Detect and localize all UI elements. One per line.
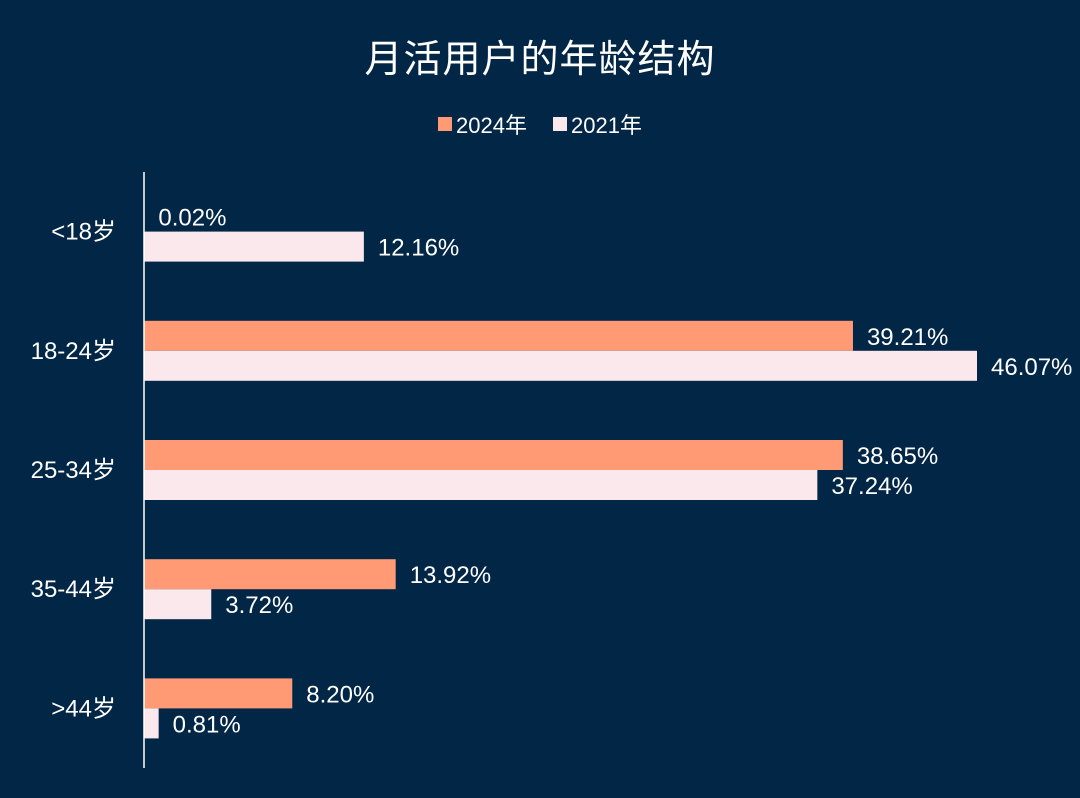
legend-swatch-2024: [438, 117, 453, 131]
bar-2021年->44岁: [144, 708, 159, 739]
category-label: >44岁: [51, 695, 116, 722]
chart-title: 月活用户的年龄结构: [364, 37, 716, 81]
legend-item-2021: 2021年: [553, 108, 642, 140]
legend-label-2024: 2024年: [456, 113, 527, 138]
data-label: 37.24%: [831, 473, 912, 500]
category-label: <18岁: [51, 219, 116, 246]
bar-2021年-<18岁: [144, 231, 364, 262]
data-label: 3.72%: [225, 592, 293, 619]
data-label: 0.02%: [158, 205, 226, 232]
category-label: 18-24岁: [31, 338, 116, 365]
bar-2021年-18-24岁: [144, 350, 977, 381]
data-label: 39.21%: [867, 324, 948, 351]
data-label: 38.65%: [857, 443, 938, 470]
bar-2024年-35-44岁: [144, 559, 396, 590]
data-label: 13.92%: [410, 562, 491, 589]
legend-item-2024: 2024年: [438, 108, 527, 140]
bar-2021年-35-44岁: [144, 589, 212, 620]
category-label: 35-44岁: [31, 576, 116, 603]
data-label: 0.81%: [173, 711, 241, 738]
category-label: 25-34岁: [31, 457, 116, 484]
bar-2024年-25-34岁: [144, 440, 843, 470]
bar-2024年-18-24岁: [144, 320, 853, 351]
legend-label-2021: 2021年: [571, 113, 642, 138]
legend: 2024年 2021年: [0, 108, 1080, 140]
data-label: 8.20%: [306, 681, 374, 708]
bar-2024年->44岁: [144, 678, 293, 709]
bar-2021年-25-34岁: [144, 470, 818, 500]
legend-swatch-2021: [553, 117, 567, 131]
data-label: 46.07%: [991, 354, 1072, 381]
data-label: 12.16%: [378, 235, 459, 262]
